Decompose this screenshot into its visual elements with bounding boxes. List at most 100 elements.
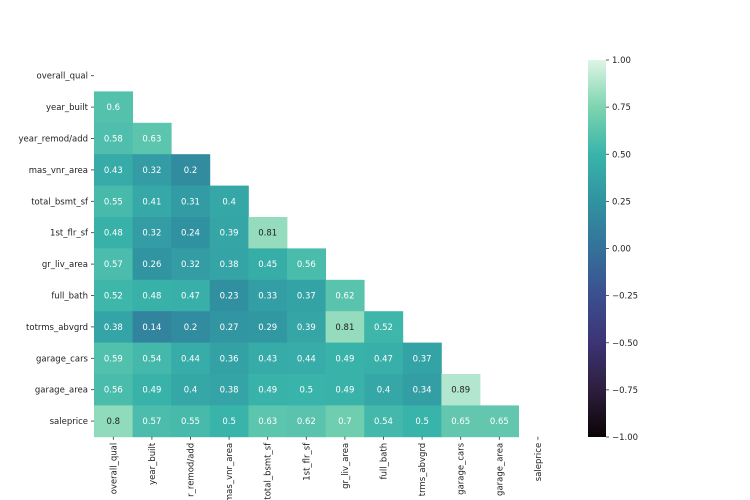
- colorbar-ticks: 1.00 0.75 0.50 0.25 0.00 −0.25 −0.50 −0.75 −1.00: [606, 56, 638, 443]
- heatmap-cell: [209, 217, 249, 249]
- heatmap-cell-label: 0.59: [104, 354, 123, 364]
- x-tick-label: garage_cars: [457, 442, 467, 495]
- heatmap-cell-label: 0.29: [258, 323, 277, 333]
- heatmap-cell-label: 0.55: [104, 197, 123, 207]
- heatmap-cell-label: 0.41: [142, 197, 161, 207]
- heatmap-cell: [248, 342, 288, 375]
- heatmap-cell-label: 0.62: [297, 417, 316, 427]
- y-tick-label: year_built: [46, 103, 89, 113]
- colorbar-tick-label: −1.00: [612, 433, 638, 443]
- heatmap-cell-label: 0.37: [413, 354, 432, 364]
- heatmap-cell-labels: 0.6 0.58 0.63 0.43 0.32 0.2 0.55 0.41 0.31 0.4 0.4…: [104, 103, 509, 427]
- heatmap-cell: [209, 279, 249, 312]
- heatmap-cell: [402, 342, 442, 375]
- heatmap-cell: [248, 405, 288, 438]
- heatmap-cell-label: 0.44: [181, 354, 200, 364]
- heatmap-cell-label: 0.4: [222, 197, 236, 207]
- heatmap-cell-label: 0.36: [220, 354, 239, 364]
- heatmap-cell-label: 0.24: [181, 229, 200, 239]
- heatmap-cell: [94, 311, 133, 343]
- heatmap-cell: [364, 342, 404, 375]
- x-tick-label: overall_qual: [109, 443, 119, 495]
- heatmap-cell: [132, 248, 172, 281]
- y-tick-label: saleprice: [50, 417, 88, 427]
- heatmap-cell-label: 0.14: [142, 323, 161, 333]
- colorbar: 1.00 0.75 0.50 0.25 0.00 −0.25 −0.50 −0.75 −1.00: [588, 56, 638, 443]
- x-tick-label: gr_liv_area: [341, 443, 351, 489]
- heatmap-cell-label: 0.8: [107, 417, 121, 427]
- heatmap-cell: [209, 311, 249, 343]
- heatmap-cell: [94, 91, 133, 124]
- heatmap-cell-label: 0.44: [297, 354, 316, 364]
- heatmap-cell-label: 0.32: [142, 166, 161, 176]
- heatmap-cell-label: 0.49: [142, 386, 161, 396]
- heatmap-cell: [325, 279, 365, 312]
- x-tick-label: 1st_flr_sf: [302, 442, 312, 481]
- heatmap-cell-label: 0.47: [374, 354, 393, 364]
- heatmap-cell: [364, 374, 404, 406]
- heatmap-cell: [171, 311, 211, 343]
- heatmap-cells: [94, 91, 519, 438]
- heatmap-cell-label: 0.33: [258, 292, 277, 302]
- colorbar-tick-label: 0.75: [612, 103, 631, 113]
- heatmap-cell-label: 0.5: [300, 386, 314, 396]
- heatmap-cell: [209, 342, 249, 375]
- colorbar-tick-label: −0.50: [612, 339, 638, 349]
- heatmap-cell: [402, 374, 442, 406]
- y-tick-label: totrms_abvgrd: [26, 323, 88, 333]
- heatmap-cell-label: 0.52: [374, 323, 393, 333]
- y-axis: overall_qual year_built year_remod/add mas_…: [19, 72, 94, 427]
- colorbar-tick-label: 0.50: [612, 150, 631, 160]
- heatmap-cell-label: 0.43: [104, 166, 123, 176]
- heatmap-cell: [171, 248, 211, 281]
- heatmap-cell: [248, 311, 288, 343]
- heatmap-cell-label: 0.81: [258, 229, 277, 239]
- heatmap-cell-label: 0.27: [220, 323, 239, 333]
- heatmap-cell-label: 0.37: [297, 292, 316, 302]
- heatmap-cell-label: 0.32: [142, 229, 161, 239]
- y-tick-label: full_bath: [51, 292, 88, 302]
- heatmap-cell: [94, 154, 133, 186]
- heatmap-cell-label: 0.38: [220, 386, 239, 396]
- heatmap-cell-label: 0.56: [104, 386, 123, 396]
- heatmap-cell-label: 0.26: [142, 260, 161, 270]
- heatmap-cell-label: 0.2: [184, 323, 198, 333]
- heatmap-cell: [248, 279, 288, 312]
- colorbar-tick-label: 0.25: [612, 197, 631, 207]
- heatmap-cell-label: 0.4: [377, 386, 391, 396]
- heatmap-cell-label: 0.55: [181, 417, 200, 427]
- heatmap-cell: [287, 405, 326, 438]
- y-tick-label: gr_liv_area: [42, 260, 88, 270]
- heatmap-cell-label: 0.48: [142, 292, 161, 302]
- heatmap-cell-label: 0.54: [374, 417, 393, 427]
- heatmap-cell: [171, 374, 211, 406]
- heatmap-cell: [364, 311, 404, 343]
- heatmap-cell-label: 0.49: [258, 386, 277, 396]
- heatmap-cell: [441, 374, 481, 406]
- heatmap-cell-label: 0.34: [413, 386, 432, 396]
- heatmap-cell-label: 0.63: [258, 417, 277, 427]
- colorbar-tick-label: 0.00: [612, 245, 631, 255]
- heatmap-cell-label: 0.5: [222, 417, 236, 427]
- heatmap-cell: [132, 342, 172, 375]
- heatmap-cell: [287, 248, 326, 281]
- x-tick-label: total_bsmt_sf: [264, 442, 274, 500]
- heatmap-cell: [132, 374, 172, 406]
- x-tick-label: year_built: [148, 442, 158, 485]
- heatmap-cell-label: 0.65: [451, 417, 470, 427]
- heatmap-cell: [209, 185, 249, 218]
- colorbar-gradient: [588, 60, 606, 437]
- y-tick-label: 1st_flr_sf: [50, 229, 89, 239]
- heatmap-cell-label: 0.43: [258, 354, 277, 364]
- heatmap-cell: [132, 122, 172, 155]
- heatmap-cell: [248, 217, 288, 249]
- heatmap-cell: [171, 185, 211, 218]
- x-tick-label: garage_area: [495, 443, 505, 496]
- heatmap-cell-label: 0.4: [184, 386, 198, 396]
- heatmap-cell-label: 0.58: [104, 135, 123, 145]
- heatmap-cell-label: 0.31: [181, 197, 200, 207]
- heatmap-cell: [171, 217, 211, 249]
- colorbar-tick-label: −0.75: [612, 386, 638, 396]
- x-tick-label: r_remod/add: [187, 443, 197, 497]
